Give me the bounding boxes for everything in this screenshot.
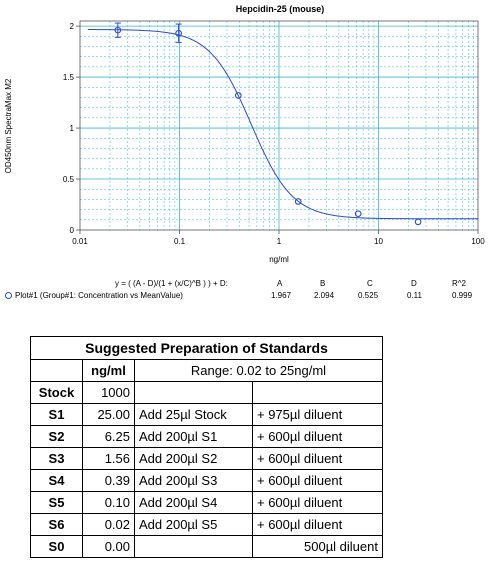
row-label: S0 (30, 535, 83, 558)
fit-value-b: 2.094 (314, 291, 335, 300)
data-point (414, 218, 422, 226)
header-empty (30, 359, 83, 382)
row-value: 0.00 (82, 535, 135, 558)
fit-value-a: 1.967 (271, 291, 292, 300)
row-value: 1.56 (82, 447, 135, 470)
fit-value-d: 0.11 (407, 291, 422, 300)
row-label: S3 (30, 447, 83, 470)
table-row: S5 0.10 Add 200µl S4 + 600µl diluent (30, 491, 383, 514)
row-add: Add 25µl Stock (134, 403, 253, 426)
fit-header-d: D (411, 279, 417, 288)
y-axis-label: OD450nm SpectraMax M2 (4, 78, 13, 173)
row-add: Add 200µl S2 (134, 447, 253, 470)
row-label: Stock (30, 381, 83, 404)
row-diluent: + 600µl diluent (252, 491, 383, 514)
table-row: S4 0.39 Add 200µl S3 + 600µl diluent (30, 469, 383, 492)
row-value: 25.00 (82, 403, 135, 426)
plot-legend-label: Plot#1 (Group#1: Concentration vs MeanVa… (15, 291, 183, 300)
row-value: 0.39 (82, 469, 135, 492)
y-tick-label: 1 (70, 124, 75, 133)
standards-table: Suggested Preparation of Standards ng/ml… (30, 336, 383, 558)
row-add: Add 200µl S5 (134, 513, 253, 536)
fit-header-a: A (277, 279, 283, 288)
row-label: S2 (30, 425, 83, 448)
y-tick-label: 2 (70, 22, 75, 31)
legend-marker-icon (5, 292, 12, 299)
x-tick-label: 0.01 (72, 237, 88, 246)
row-diluent: + 600µl diluent (252, 469, 383, 492)
data-point (114, 26, 122, 34)
row-add (134, 381, 253, 404)
chart-title: Hepcidin-25 (mouse) (236, 4, 325, 14)
table-row: S1 25.00 Add 25µl Stock + 975µl diluent (30, 403, 383, 426)
row-diluent (252, 381, 383, 404)
row-diluent: + 600µl diluent (252, 513, 383, 536)
y-tick-label: 1.5 (63, 73, 75, 82)
table-row: Stock 1000 (30, 381, 383, 404)
unit-header: ng/ml (82, 359, 135, 382)
data-point (175, 29, 182, 37)
y-tick-label: 0.5 (63, 175, 75, 184)
data-point (234, 92, 242, 99)
row-label: S4 (30, 469, 83, 492)
data-points (114, 22, 422, 226)
table-row: S0 0.00 500µl diluent (30, 535, 383, 558)
row-value: 6.25 (82, 425, 135, 448)
fit-curve (87, 29, 478, 220)
row-add: Add 200µl S3 (134, 469, 253, 492)
fit-header-b: B (320, 279, 326, 288)
row-diluent: + 975µl diluent (252, 403, 383, 426)
fit-value-c: 0.525 (358, 291, 379, 300)
x-tick-label: 0.1 (174, 237, 186, 246)
fit-value-r2: 0.999 (452, 291, 473, 300)
row-label: S6 (30, 513, 83, 536)
row-add: Add 200µl S4 (134, 491, 253, 514)
row-add: Add 200µl S1 (134, 425, 253, 448)
table-row: S6 0.02 Add 200µl S5 + 600µl diluent (30, 513, 383, 536)
y-tick-label: 0 (70, 226, 75, 235)
row-diluent: + 600µl diluent (252, 425, 383, 448)
x-axis-label: ng/ml (269, 255, 289, 264)
table-title-row: Suggested Preparation of Standards (30, 336, 383, 360)
row-add (134, 535, 253, 558)
row-label: S1 (30, 403, 83, 426)
row-value: 0.02 (82, 513, 135, 536)
row-diluent: 500µl diluent (252, 535, 383, 558)
row-value: 0.10 (82, 491, 135, 514)
row-label: S5 (30, 491, 83, 514)
table-row: S3 1.56 Add 200µl S2 + 600µl diluent (30, 447, 383, 470)
table-title: Suggested Preparation of Standards (30, 336, 383, 360)
chart: Hepcidin-25 (mouse) 0.01 0.1 1 10 100 0 0.5 1 1.… (4, 4, 485, 264)
fit-header-r2: R^2 (452, 279, 466, 288)
row-value: 1000 (82, 381, 135, 404)
range-header: Range: 0.02 to 25ng/ml (134, 359, 383, 382)
fit-header-c: C (367, 279, 373, 288)
x-tick-label: 100 (471, 237, 485, 246)
grid (80, 21, 478, 230)
table-header-row: ng/ml Range: 0.02 to 25ng/ml (30, 359, 383, 382)
fit-equation: y = ( (A - D)/(1 + (x/C)^B ) ) + D: (115, 279, 228, 288)
data-point (294, 198, 302, 205)
x-tick-label: 10 (374, 237, 383, 246)
data-point (354, 210, 362, 218)
axis-ticks: 0.01 0.1 1 10 100 0 0.5 1 1.5 2 (63, 22, 485, 246)
table-row: S2 6.25 Add 200µl S1 + 600µl diluent (30, 425, 383, 448)
row-diluent: + 600µl diluent (252, 447, 383, 470)
x-tick-label: 1 (277, 237, 282, 246)
